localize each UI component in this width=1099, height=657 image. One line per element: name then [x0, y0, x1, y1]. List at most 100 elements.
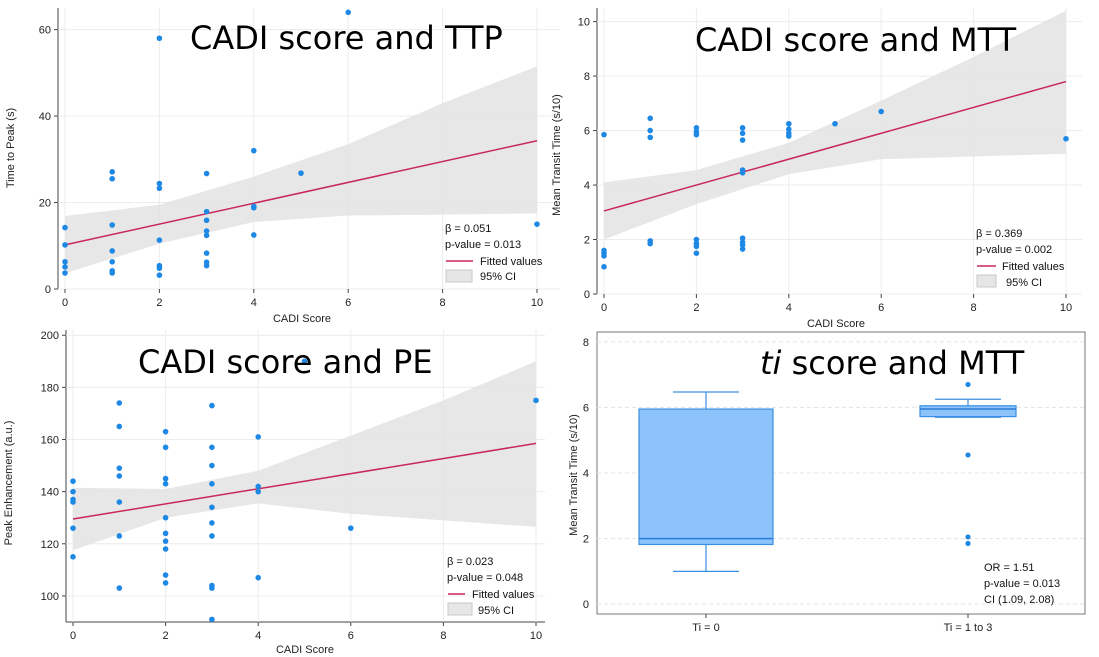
data-point — [62, 264, 68, 270]
y-axis-label: Peak Enhancement (a.u.) — [3, 421, 15, 546]
outlier-point — [965, 381, 971, 388]
data-point — [203, 262, 210, 269]
data-point — [647, 240, 653, 247]
p-value-stat: p-value = 0.002 — [976, 244, 1052, 256]
y-tick-label: 6 — [583, 402, 589, 414]
chart-title: CADI score and PE — [138, 343, 433, 381]
or-stat: OR = 1.51 — [984, 562, 1034, 574]
y-tick-label: 60 — [39, 25, 51, 37]
x-tick-label: 10 — [530, 630, 542, 642]
x-tick-label: 6 — [878, 302, 884, 314]
legend-ci-label: 95% CI — [478, 605, 514, 617]
y-tick-label: 10 — [578, 17, 590, 29]
data-point — [203, 217, 210, 224]
data-point — [162, 580, 169, 586]
data-point — [116, 585, 123, 591]
p-value-stat: p-value = 0.048 — [447, 572, 523, 584]
data-point — [156, 237, 163, 243]
panel-mtt: 0 2 4 6 8 10 0 2 4 6 8 10 CADI score and MTT CADI S… — [551, 8, 1082, 330]
data-point — [209, 462, 215, 469]
y-tick-label: 0 — [584, 289, 590, 301]
y-tick-label: 160 — [41, 435, 59, 447]
data-point — [739, 125, 746, 131]
data-point — [209, 481, 215, 487]
legend-ci-label: 95% CI — [480, 271, 516, 283]
y-tick-label: 6 — [584, 126, 590, 138]
data-point — [203, 228, 210, 234]
ci-stat: CI (1.09, 2.08) — [984, 594, 1054, 606]
panel-pe: 100 120 140 160 180 200 0 2 4 6 8 10 CADI score and… — [3, 330, 545, 656]
data-point — [345, 9, 352, 16]
fitted-line — [72, 442, 537, 520]
y-tick-label: 100 — [41, 591, 59, 603]
data-point — [209, 444, 215, 451]
ci-band — [65, 66, 537, 274]
beta-stat: β = 0.023 — [447, 556, 493, 568]
data-point — [62, 270, 68, 276]
data-point — [533, 397, 539, 404]
beta-stat: β = 0.051 — [445, 223, 491, 235]
legend-ci-swatch — [447, 602, 473, 616]
data-point — [156, 185, 163, 192]
box — [919, 405, 1017, 418]
x-tick-label: 8 — [971, 302, 977, 314]
data-point — [601, 253, 607, 259]
data-point — [647, 115, 653, 122]
data-point — [255, 574, 261, 581]
x-tick-label: 4 — [255, 630, 261, 642]
data-point — [832, 120, 838, 127]
x-tick-label: 2 — [693, 302, 699, 314]
chart-title: CADI score and TTP — [190, 19, 503, 57]
data-point — [162, 514, 169, 521]
chart-title: CADI score and MTT — [695, 21, 1017, 59]
data-point — [739, 137, 746, 143]
outlier-point — [965, 452, 971, 458]
y-tick-label: 4 — [583, 468, 589, 480]
data-point — [70, 478, 76, 485]
data-point — [116, 400, 123, 406]
x-axis-label: CADI Score — [273, 313, 331, 325]
data-point — [116, 499, 123, 505]
x-tick-label: 2 — [163, 630, 169, 642]
data-point — [109, 258, 115, 265]
data-point — [162, 428, 169, 435]
data-point — [693, 131, 700, 138]
data-point — [209, 520, 215, 526]
ci-band — [73, 361, 536, 551]
data-point — [70, 525, 76, 531]
data-point — [70, 499, 76, 505]
data-point — [209, 533, 215, 539]
x-tick-label: 6 — [345, 297, 351, 309]
data-point — [209, 504, 215, 511]
data-point — [162, 546, 169, 552]
data-point — [109, 222, 115, 228]
x-axis-label: CADI Score — [807, 318, 865, 330]
data-point — [534, 221, 540, 227]
data-point — [62, 224, 68, 231]
category-label: Ti = 1 to 3 — [944, 622, 993, 634]
data-point — [162, 481, 169, 487]
data-point — [162, 538, 169, 544]
x-tick-label: 10 — [531, 297, 543, 309]
data-point — [298, 170, 304, 176]
x-tick-label: 0 — [62, 297, 68, 309]
y-tick-label: 8 — [584, 71, 590, 83]
data-point — [62, 258, 68, 265]
y-tick-label: 2 — [583, 534, 589, 546]
legend-ci-label: 95% CI — [1006, 277, 1042, 289]
x-tick-label: 8 — [440, 630, 446, 642]
data-point — [251, 204, 257, 211]
data-point — [348, 525, 354, 531]
data-point — [878, 108, 884, 115]
data-point — [162, 530, 169, 537]
data-point — [203, 232, 210, 239]
y-axis-label: Mean Transit Time (s/10) — [551, 94, 563, 216]
y-tick-label: 40 — [39, 111, 51, 123]
legend-fitted-label: Fitted values — [480, 256, 543, 268]
data-point — [786, 133, 792, 139]
y-tick-label: 200 — [41, 330, 59, 342]
outlier-point — [965, 534, 971, 540]
data-point — [739, 246, 746, 252]
